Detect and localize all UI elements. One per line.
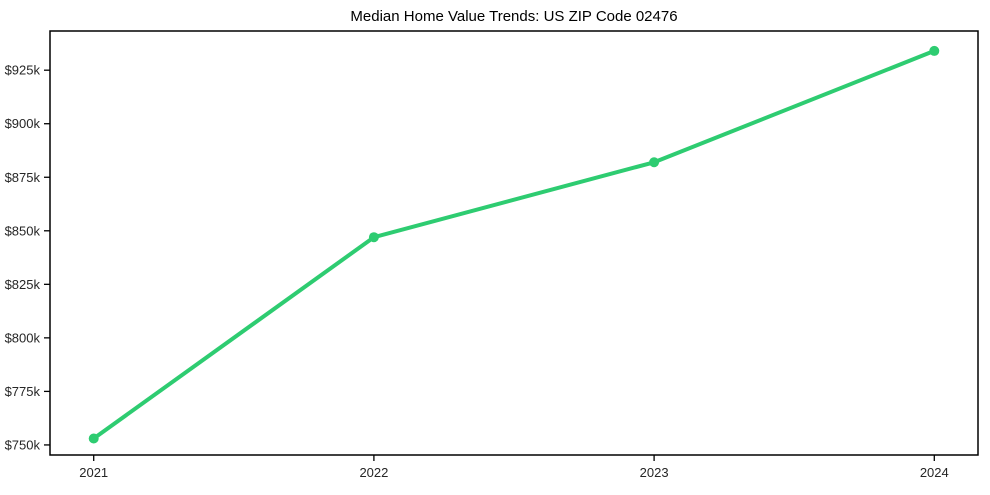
data-point-2024 — [929, 45, 940, 56]
plot-border — [49, 30, 979, 456]
y-tick-label: $850k — [5, 223, 41, 238]
chart-title: Median Home Value Trends: US ZIP Code 02… — [350, 8, 677, 25]
x-tick-label: 2022 — [359, 465, 388, 480]
x-tick-label: 2021 — [79, 465, 108, 480]
y-tick-label: $800k — [5, 330, 41, 345]
y-tick-label: $750k — [5, 437, 41, 452]
data-point-2022 — [368, 232, 379, 243]
y-tick-label: $900k — [5, 116, 41, 131]
y-tick-label: $775k — [5, 384, 41, 399]
x-tick-label: 2024 — [920, 465, 949, 480]
trend-line — [91, 48, 937, 441]
y-tick-label: $925k — [5, 63, 41, 78]
data-point-2023 — [649, 157, 660, 168]
y-tick-label: $875k — [5, 170, 41, 185]
data-point-2021 — [88, 433, 99, 444]
x-tick-label: 2023 — [640, 465, 669, 480]
y-tick-label: $825k — [5, 277, 41, 292]
